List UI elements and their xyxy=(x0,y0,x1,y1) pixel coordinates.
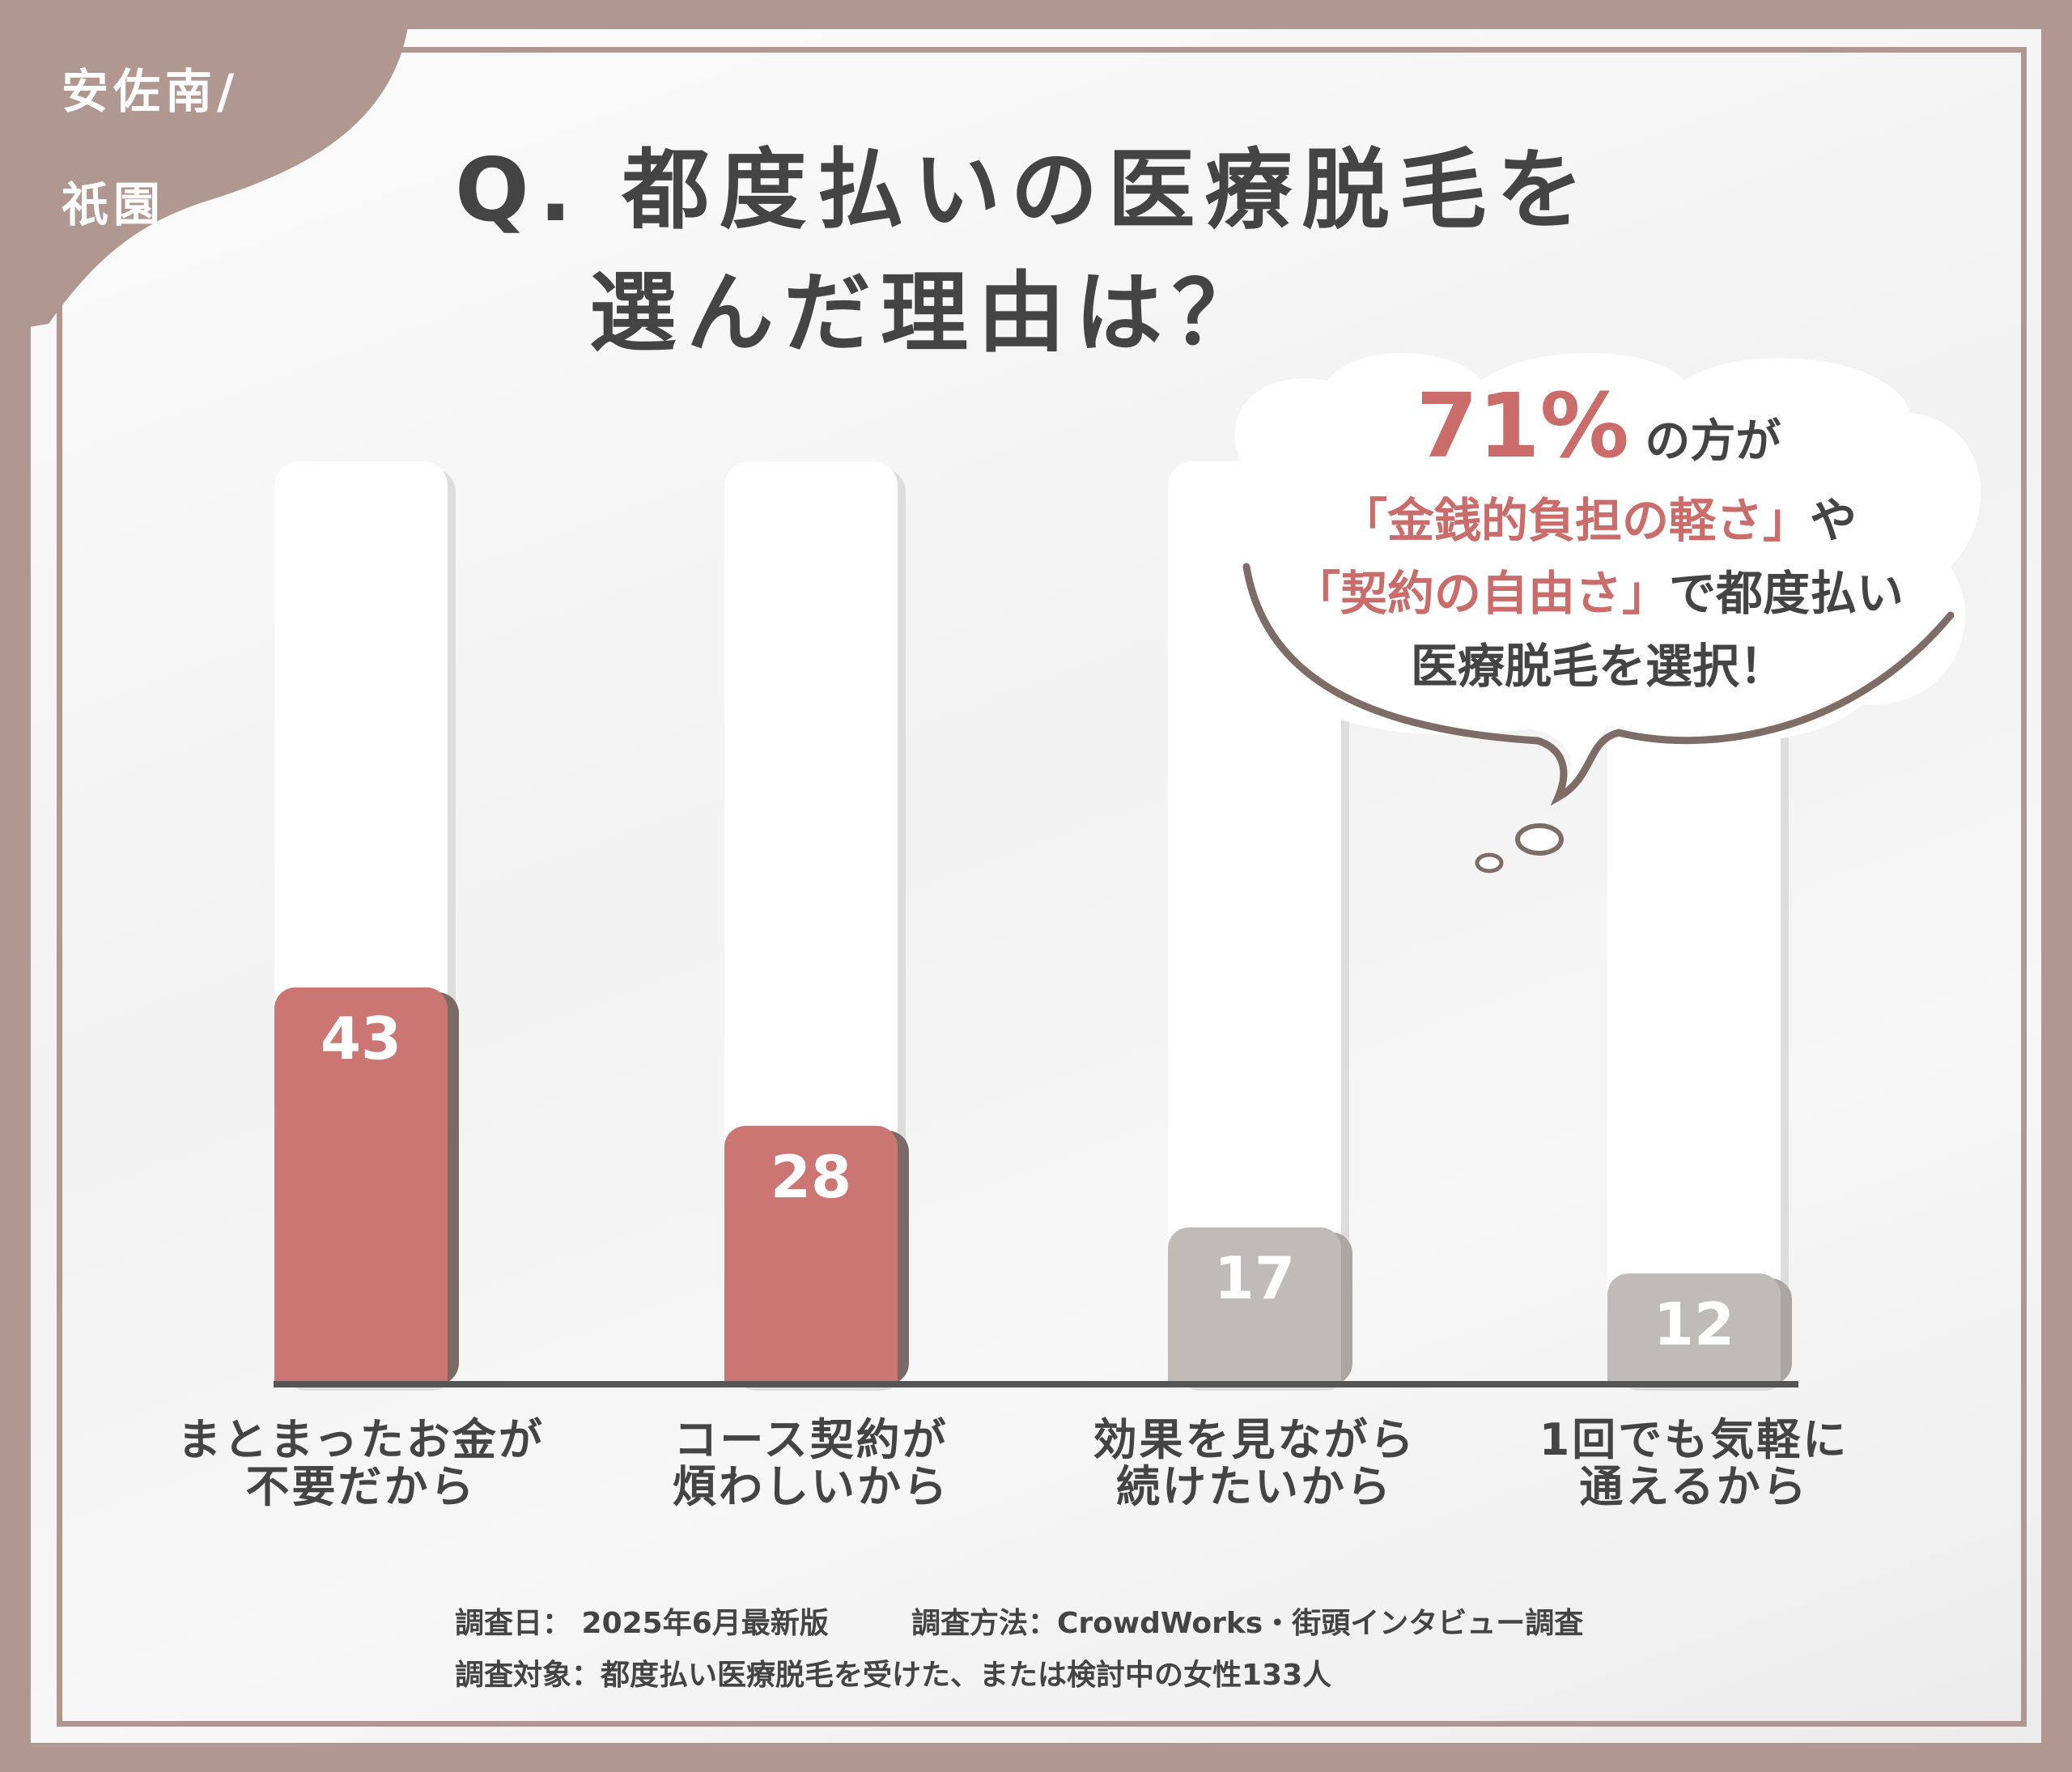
bar-base xyxy=(1607,1360,1781,1384)
bar xyxy=(1607,1273,1781,1384)
bar-base xyxy=(274,1360,448,1384)
bar xyxy=(1168,1227,1341,1384)
bar xyxy=(724,1125,898,1384)
speech-bubble xyxy=(1234,353,1981,873)
bar-base xyxy=(724,1360,898,1384)
bar xyxy=(274,987,448,1384)
category-label: コース契約が 煩わしいから xyxy=(673,1414,949,1513)
corner-decoration xyxy=(0,0,411,332)
category-label: 1回でも気軽に 通えるから xyxy=(1539,1414,1849,1513)
callout-line3: 「契約の自由さ」で都度払い xyxy=(1263,555,1934,623)
survey-date: 調査日： 2025年6月最新版 xyxy=(455,1607,829,1640)
inner-frame xyxy=(57,47,2027,1727)
callout-suffix1: の方が xyxy=(1645,415,1781,468)
category-label: まとまったお金が 不要だから xyxy=(177,1414,545,1513)
bar-base xyxy=(1168,1360,1341,1384)
bar-value-label: 43 xyxy=(321,1005,401,1073)
bar-value-label: 28 xyxy=(771,1143,851,1211)
survey-method: 調査方法：CrowdWorks・街頭インタビュー調査 xyxy=(911,1607,1584,1640)
callout-line2: 「金銭的負担の軽さ」や xyxy=(1263,482,1934,550)
callout-percent: 71% xyxy=(1416,374,1629,478)
bar-value-label: 17 xyxy=(1214,1244,1295,1312)
question-title-line1: Q. 都度払いの医療脱毛を xyxy=(455,140,1594,241)
area-label-line1: 安佐南/ xyxy=(62,64,240,119)
callout-suffix2: で都度払い xyxy=(1669,566,1904,621)
bar-value-label: 12 xyxy=(1654,1290,1734,1358)
callout-line4: 医療脱毛を選択！ xyxy=(1410,639,1786,694)
question-title-line2: 選んだ理由は？ xyxy=(589,263,1270,364)
callout-joiner: や xyxy=(1810,493,1858,548)
category-label: 効果を見ながら 続けたいから xyxy=(1093,1414,1416,1513)
callout-highlight1: 「金銭的負担の軽さ」 xyxy=(1340,493,1810,548)
survey-target: 調査対象：都度払い医療脱毛を受けた、または検討中の女性133人 xyxy=(455,1659,1332,1692)
area-label-line2: 祇園 xyxy=(62,177,166,232)
callout-highlight2: 「契約の自由さ」 xyxy=(1293,566,1669,621)
callout-line1: 71% の方が xyxy=(1263,374,1934,478)
